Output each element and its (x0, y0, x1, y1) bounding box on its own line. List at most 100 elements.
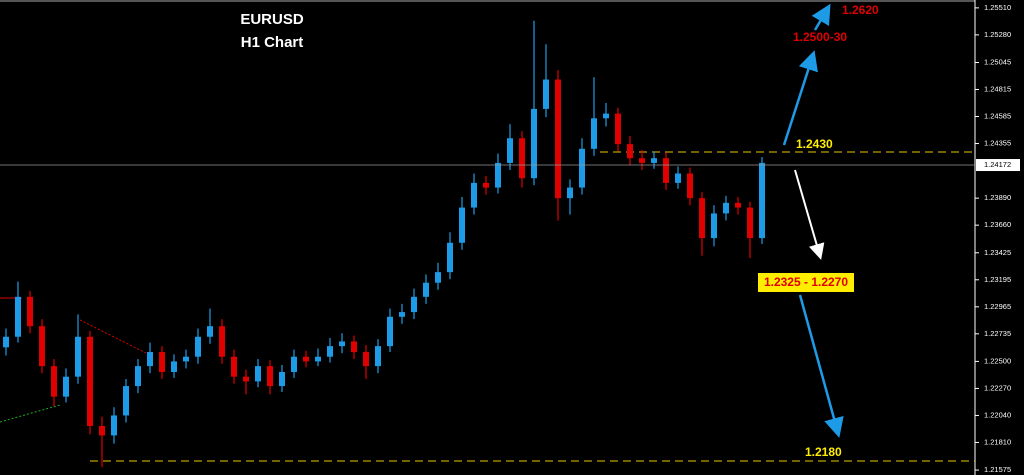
candle-body (207, 326, 213, 337)
y-tick-label: 1.22270 (984, 383, 1011, 392)
candle-body (447, 242, 453, 273)
candle-body (303, 356, 309, 362)
candle-body (411, 296, 417, 313)
candle-body (255, 366, 261, 382)
candle-body (15, 296, 21, 337)
candle-body (123, 386, 129, 416)
candle-body (675, 173, 681, 183)
candle-body (291, 356, 297, 372)
candle-body (711, 213, 717, 239)
candle-body (39, 326, 45, 367)
y-tick-label: 1.22965 (984, 302, 1011, 311)
trend-line (79, 319, 151, 356)
candle-body (591, 118, 597, 149)
y-tick-label: 1.23195 (984, 275, 1011, 284)
annotation: 1.2500-30 (793, 30, 847, 44)
candle-body (759, 162, 765, 239)
y-tick-label: 1.24585 (984, 112, 1011, 121)
candle-body (327, 346, 333, 357)
candle-body (735, 202, 741, 208)
candle-body (243, 376, 249, 382)
annotation-box (758, 273, 854, 292)
candle-body (615, 113, 621, 145)
candle-body (171, 361, 177, 372)
candle-body (75, 336, 81, 377)
candle-body (195, 336, 201, 357)
candle-body (231, 356, 237, 377)
candle-body (87, 336, 93, 427)
candle-body (699, 198, 705, 239)
y-tick-label: 1.25510 (984, 3, 1011, 12)
candle-body (27, 296, 33, 327)
candle-body (3, 336, 9, 348)
y-tick-label: 1.23425 (984, 248, 1011, 257)
candle-body (63, 376, 69, 397)
y-tick-label: 1.21810 (984, 437, 1011, 446)
candle-body (543, 79, 549, 109)
candle-body (579, 148, 585, 188)
candle-body (375, 346, 381, 367)
y-tick-label: 1.22500 (984, 356, 1011, 365)
annotation: 1.2430 (796, 137, 833, 151)
candle-body (519, 138, 525, 179)
candle-body (507, 138, 513, 163)
candle-body (459, 207, 465, 243)
candle-body (651, 158, 657, 163)
candles (3, 20, 765, 468)
arrow (782, 50, 818, 146)
y-tick-label: 1.22735 (984, 329, 1011, 338)
candle-body (603, 113, 609, 119)
candle-body (399, 312, 405, 317)
candle-body (555, 79, 561, 199)
candle-body (111, 415, 117, 436)
y-tick-label: 1.23660 (984, 220, 1011, 229)
candle-body (183, 356, 189, 362)
arrow (798, 294, 844, 438)
chart-title: EURUSD (240, 11, 304, 28)
arrow (794, 169, 825, 260)
annotation: 1.2325 - 1.2270 (764, 275, 848, 289)
candle-body (219, 326, 225, 357)
y-tick-label: 1.22040 (984, 410, 1011, 419)
candle-body (423, 282, 429, 297)
candle-body (639, 158, 645, 163)
y-tick-label: 1.25280 (984, 30, 1011, 39)
candle-body (687, 173, 693, 199)
chart-subtitle: H1 Chart (241, 34, 304, 51)
y-tick-label: 1.21575 (984, 465, 1011, 474)
candle-body (279, 371, 285, 387)
candle-body (51, 366, 57, 397)
annotation: 1.2180 (805, 445, 842, 459)
arrow (811, 3, 831, 31)
annotation: 1.2620 (842, 3, 879, 17)
candle-body (723, 202, 729, 214)
y-tick-label: 1.23890 (984, 193, 1011, 202)
current-price-label: 1.24172 (984, 160, 1011, 169)
candle-body (267, 366, 273, 387)
candle-body (627, 144, 633, 159)
candle-body (387, 316, 393, 347)
candle-body (339, 341, 345, 347)
candle-body (147, 352, 153, 367)
candle-body (471, 182, 477, 208)
current-price-box (976, 159, 1020, 172)
candle-body (135, 366, 141, 387)
candle-body (495, 162, 501, 188)
y-tick-label: 1.24355 (984, 139, 1011, 148)
candle-body (483, 182, 489, 188)
candle-body (531, 108, 537, 179)
candle-body (351, 341, 357, 353)
candle-body (567, 187, 573, 199)
y-tick-label: 1.24815 (984, 84, 1011, 93)
candle-body (747, 207, 753, 239)
candle-body (159, 352, 165, 372)
candle-body (315, 356, 321, 362)
candle-body (99, 426, 105, 436)
y-tick-label: 1.25045 (984, 57, 1011, 66)
candle-body (363, 352, 369, 367)
candle-body (435, 272, 441, 283)
candle-body (663, 158, 669, 183)
